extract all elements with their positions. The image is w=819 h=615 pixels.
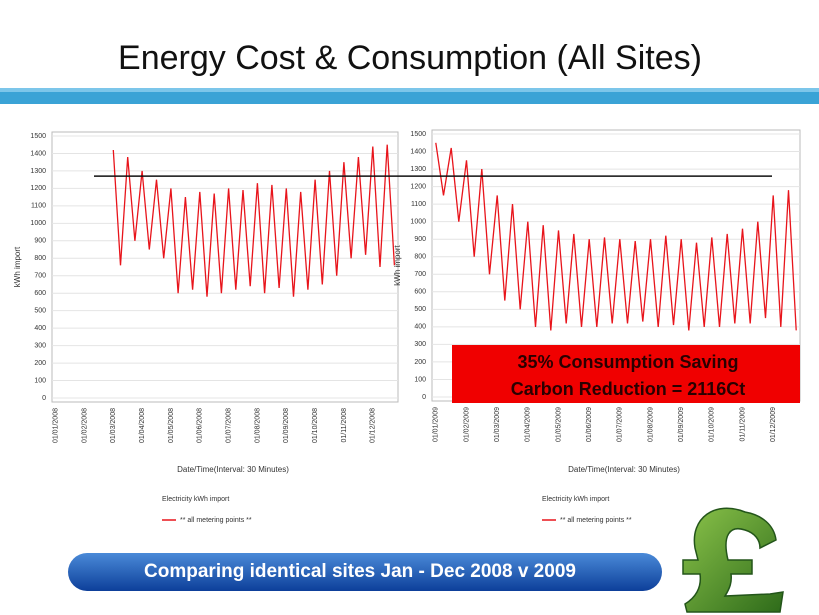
y-tick-label: 1200: [410, 183, 426, 190]
x-tick-label: 01/12/2009: [770, 407, 777, 442]
callout-line: Carbon Reduction = 2116Ct: [511, 379, 746, 399]
y-tick-label: 500: [414, 306, 426, 313]
x-tick-label: 01/05/2008: [168, 408, 175, 443]
charts: 0100200300400500600700800900100011001200…: [13, 129, 801, 524]
callout-line: 35% Consumption Saving: [517, 352, 738, 372]
y-tick-label: 1500: [410, 131, 426, 138]
legend-label: ** all metering points **: [180, 517, 252, 524]
x-tick-label: 01/09/2008: [283, 408, 290, 443]
x-tick-label: 01/04/2008: [139, 408, 146, 443]
data-line: [112, 144, 396, 297]
y-tick-label: 1100: [411, 201, 426, 208]
x-tick-label: 01/11/2009: [739, 407, 746, 442]
x-tick-label: 01/01/2009: [433, 407, 440, 442]
y-tick-label: 1100: [31, 203, 46, 210]
x-tick-label: 01/12/2008: [370, 408, 377, 443]
x-tick-label: 01/02/2009: [463, 407, 470, 442]
x-tick-label: 01/03/2009: [494, 407, 501, 442]
y-tick-label: 200: [34, 360, 46, 367]
y-tick-label: 600: [34, 290, 46, 297]
y-tick-label: 700: [414, 271, 426, 278]
y-tick-label: 100: [34, 377, 46, 384]
y-tick-label: 1300: [30, 168, 46, 175]
x-tick-label: 01/03/2008: [110, 408, 117, 443]
x-tick-label: 01/01/2008: [52, 408, 59, 443]
y-tick-label: 200: [414, 359, 426, 366]
y-tick-label: 900: [414, 236, 426, 243]
x-tick-label: 01/11/2008: [341, 408, 348, 443]
y-tick-label: 1300: [410, 166, 426, 173]
plot-area: [51, 131, 399, 403]
x-axis-label: Date/Time(Interval: 30 Minutes): [177, 465, 289, 474]
callout-box: [452, 345, 800, 403]
y-tick-label: 1400: [30, 150, 46, 157]
legend-title: Electricity kWh import: [162, 496, 229, 503]
x-tick-label: 01/04/2009: [525, 407, 532, 442]
y-tick-label: 800: [414, 254, 426, 261]
x-axis-label: Date/Time(Interval: 30 Minutes): [568, 465, 680, 474]
banner-text: Comparing identical sites Jan - Dec 2008…: [144, 561, 576, 582]
x-tick-label: 01/07/2009: [617, 407, 624, 442]
banner: [68, 553, 662, 591]
x-tick-label: 01/05/2009: [555, 407, 562, 442]
x-tick-label: 01/10/2008: [312, 408, 319, 443]
legend-title: Electricity kWh import: [542, 496, 609, 503]
pound-icon: [682, 507, 784, 613]
y-axis-label: kWh import: [393, 245, 402, 286]
legend-label: ** all metering points **: [560, 517, 632, 524]
y-tick-label: 100: [414, 376, 426, 383]
x-tick-label: 01/10/2009: [709, 407, 716, 442]
x-tick-label: 01/06/2009: [586, 407, 593, 442]
y-tick-label: 0: [42, 395, 46, 402]
x-tick-label: 01/06/2008: [197, 408, 204, 443]
y-tick-label: 800: [34, 255, 46, 262]
y-tick-label: 1500: [30, 133, 46, 140]
y-tick-label: 1000: [30, 220, 46, 227]
y-tick-label: 300: [414, 341, 426, 348]
y-tick-label: 400: [34, 325, 46, 332]
y-tick-label: 400: [414, 324, 426, 331]
y-tick-label: 700: [34, 273, 46, 280]
y-tick-label: 1400: [410, 148, 426, 155]
x-tick-label: 01/08/2008: [254, 408, 261, 443]
y-tick-label: 500: [34, 308, 46, 315]
y-tick-label: 600: [414, 289, 426, 296]
y-axis-label: kWh import: [13, 246, 22, 287]
x-tick-label: 01/02/2008: [81, 408, 88, 443]
slide-title: Energy Cost & Consumption (All Sites): [118, 39, 702, 77]
y-tick-label: 1000: [410, 219, 426, 226]
y-tick-label: 900: [34, 238, 46, 245]
x-tick-label: 01/07/2008: [225, 408, 232, 443]
y-tick-label: 0: [422, 394, 426, 401]
y-tick-label: 1200: [30, 185, 46, 192]
x-tick-label: 01/09/2009: [678, 407, 685, 442]
x-tick-label: 01/08/2009: [647, 407, 654, 442]
y-tick-label: 300: [34, 342, 46, 349]
title-band-highlight: [0, 88, 819, 92]
data-line: [435, 142, 797, 331]
